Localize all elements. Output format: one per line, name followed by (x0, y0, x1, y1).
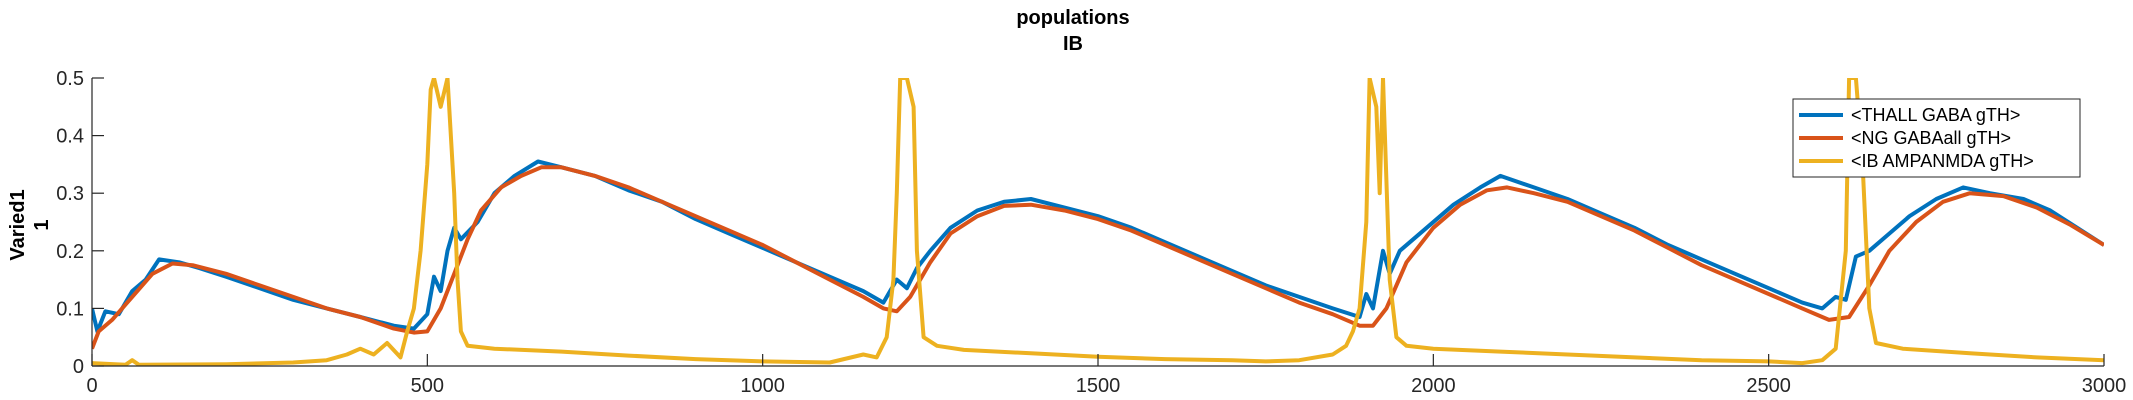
y-tick-label: 0.4 (56, 126, 84, 148)
y-tick-label: 0.5 (56, 68, 84, 90)
ylabel-line-1: Varied1 (7, 189, 29, 260)
legend-label-1: <THALL GABA gTH> (1851, 105, 2020, 125)
legend: <THALL GABA gTH> <NG GABAall gTH> <IB AMPA… (1792, 98, 2081, 178)
title-line-2: IB (1063, 33, 1083, 55)
y-tick-label: 0.2 (56, 241, 84, 263)
y-tick-label: 0.1 (56, 298, 84, 320)
title-line-1: populations (1016, 7, 1129, 29)
y-tick-label: 0 (73, 356, 84, 378)
x-tick-label: 2500 (1746, 375, 1791, 397)
x-tick-label: 1000 (740, 375, 785, 397)
x-tick-label: 0 (86, 375, 97, 397)
series-line-1 (92, 159, 2104, 334)
x-tick-label: 500 (411, 375, 444, 397)
legend-label-3: <IB AMPANMDA gTH> (1851, 151, 2034, 171)
y-axis-label: Varied1 1 (7, 189, 53, 260)
x-tick-label: 1500 (1076, 375, 1121, 397)
x-tick-label: 2000 (1411, 375, 1456, 397)
ylabel-line-2: 1 (31, 219, 53, 230)
plot-area: 0 500 1000 1500 2000 2500 3000 0 0.1 0.2 0.3 0.4 0.5 (56, 68, 2126, 397)
series-line-2 (92, 165, 2104, 350)
y-tick-label: 0.3 (56, 183, 84, 205)
legend-label-2: <NG GABAall gTH> (1851, 128, 2011, 148)
chart-title: populations IB (1016, 7, 1129, 55)
x-tick-label: 3000 (2082, 375, 2127, 397)
